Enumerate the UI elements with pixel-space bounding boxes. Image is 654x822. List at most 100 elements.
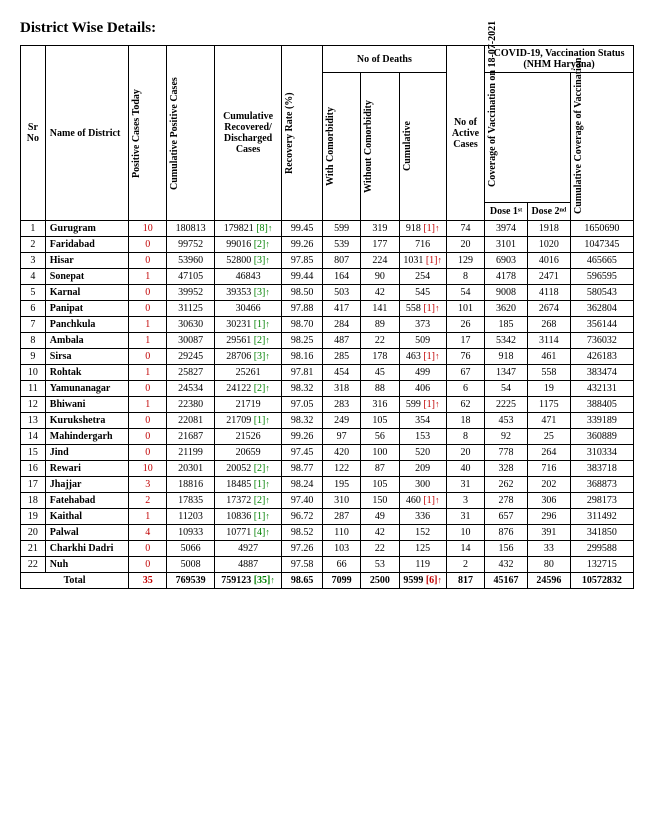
cell-wc: 110 bbox=[322, 525, 360, 541]
cell-rr: 99.44 bbox=[282, 269, 323, 285]
cell-d2: 558 bbox=[527, 365, 570, 381]
cell-ccv: 299588 bbox=[570, 541, 633, 557]
cell-cum: 254 bbox=[399, 269, 446, 285]
cell-act: 101 bbox=[446, 301, 484, 317]
cell-d2: 33 bbox=[527, 541, 570, 557]
cell-act: 2 bbox=[446, 557, 484, 573]
table-row: 4Sonepat1471054684399.441649025484178247… bbox=[21, 269, 634, 285]
cell-cpc: 30087 bbox=[167, 333, 214, 349]
cell-total-d1: 45167 bbox=[485, 573, 528, 589]
cell-pct: 0 bbox=[129, 557, 167, 573]
cell-act: 6 bbox=[446, 381, 484, 397]
cell-district: Jind bbox=[45, 445, 128, 461]
cell-cpc: 30630 bbox=[167, 317, 214, 333]
cell-district: Sonepat bbox=[45, 269, 128, 285]
cell-woc: 90 bbox=[361, 269, 399, 285]
cell-woc: 89 bbox=[361, 317, 399, 333]
total-row: Total35769539759123 [35]↑98.657099250095… bbox=[21, 573, 634, 589]
cell-rr: 98.32 bbox=[282, 413, 323, 429]
cell-pct: 1 bbox=[129, 365, 167, 381]
cell-d2: 2471 bbox=[527, 269, 570, 285]
district-table: Sr No Name of District Positive Cases To… bbox=[20, 45, 634, 589]
cell-woc: 105 bbox=[361, 477, 399, 493]
cell-wc: 539 bbox=[322, 237, 360, 253]
cell-district: Panipat bbox=[45, 301, 128, 317]
cell-cum: 460 [1]↑ bbox=[399, 493, 446, 509]
cell-d2: 1020 bbox=[527, 237, 570, 253]
cell-pct: 0 bbox=[129, 301, 167, 317]
cell-pct: 0 bbox=[129, 237, 167, 253]
cell-cpc: 180813 bbox=[167, 221, 214, 237]
cell-wc: 454 bbox=[322, 365, 360, 381]
cell-woc: 178 bbox=[361, 349, 399, 365]
cell-sr: 13 bbox=[21, 413, 46, 429]
cell-pct: 1 bbox=[129, 269, 167, 285]
cell-wc: 285 bbox=[322, 349, 360, 365]
cell-pct: 0 bbox=[129, 413, 167, 429]
cell-crd: 20052 [2]↑ bbox=[214, 461, 282, 477]
hdr-d2: Dose 2ⁿᵈ bbox=[527, 202, 570, 220]
cell-pct: 0 bbox=[129, 429, 167, 445]
cell-ccv: 356144 bbox=[570, 317, 633, 333]
cell-crd: 30231 [1]↑ bbox=[214, 317, 282, 333]
cell-d2: 25 bbox=[527, 429, 570, 445]
cell-d1: 9008 bbox=[485, 285, 528, 301]
cell-d1: 278 bbox=[485, 493, 528, 509]
cell-woc: 88 bbox=[361, 381, 399, 397]
cell-total-pct: 35 bbox=[129, 573, 167, 589]
cell-rr: 97.88 bbox=[282, 301, 323, 317]
cell-rr: 97.05 bbox=[282, 397, 323, 413]
cell-pct: 1 bbox=[129, 333, 167, 349]
cell-d1: 453 bbox=[485, 413, 528, 429]
cell-d1: 778 bbox=[485, 445, 528, 461]
cell-total-woc: 2500 bbox=[361, 573, 399, 589]
cell-rr: 98.16 bbox=[282, 349, 323, 365]
cell-d1: 432 bbox=[485, 557, 528, 573]
cell-act: 40 bbox=[446, 461, 484, 477]
cell-ccv: 339189 bbox=[570, 413, 633, 429]
cell-cum: 300 bbox=[399, 477, 446, 493]
cell-woc: 53 bbox=[361, 557, 399, 573]
cell-pct: 2 bbox=[129, 493, 167, 509]
cell-act: 76 bbox=[446, 349, 484, 365]
cell-sr: 18 bbox=[21, 493, 46, 509]
cell-wc: 66 bbox=[322, 557, 360, 573]
cell-total-label: Total bbox=[21, 573, 129, 589]
cell-d1: 6903 bbox=[485, 253, 528, 269]
cell-d2: 716 bbox=[527, 461, 570, 477]
cell-d2: 4016 bbox=[527, 253, 570, 269]
cell-pct: 0 bbox=[129, 445, 167, 461]
cell-cpc: 22081 bbox=[167, 413, 214, 429]
cell-cpc: 11203 bbox=[167, 509, 214, 525]
cell-d1: 4178 bbox=[485, 269, 528, 285]
cell-crd: 30466 bbox=[214, 301, 282, 317]
cell-d1: 657 bbox=[485, 509, 528, 525]
hdr-ccv: Cumulative Coverage of Vaccination bbox=[570, 73, 633, 221]
cell-wc: 487 bbox=[322, 333, 360, 349]
table-row: 8Ambala13008729561 [2]↑98.25487225091753… bbox=[21, 333, 634, 349]
cell-d1: 1347 bbox=[485, 365, 528, 381]
hdr-active: No of Active Cases bbox=[446, 46, 484, 221]
cell-cpc: 21199 bbox=[167, 445, 214, 461]
cell-act: 20 bbox=[446, 445, 484, 461]
cell-sr: 12 bbox=[21, 397, 46, 413]
cell-cum: 716 bbox=[399, 237, 446, 253]
cell-d1: 185 bbox=[485, 317, 528, 333]
cell-ccv: 383474 bbox=[570, 365, 633, 381]
cell-d1: 328 bbox=[485, 461, 528, 477]
cell-cpc: 25827 bbox=[167, 365, 214, 381]
cell-rr: 98.32 bbox=[282, 381, 323, 397]
cell-ccv: 298173 bbox=[570, 493, 633, 509]
cell-woc: 177 bbox=[361, 237, 399, 253]
cell-total-rr: 98.65 bbox=[282, 573, 323, 589]
cell-woc: 316 bbox=[361, 397, 399, 413]
cell-cum: 545 bbox=[399, 285, 446, 301]
cell-cum: 153 bbox=[399, 429, 446, 445]
cell-cum: 119 bbox=[399, 557, 446, 573]
cell-sr: 2 bbox=[21, 237, 46, 253]
cell-district: Kaithal bbox=[45, 509, 128, 525]
table-row: 6Panipat0311253046697.88417141558 [1]↑10… bbox=[21, 301, 634, 317]
cell-act: 18 bbox=[446, 413, 484, 429]
cell-wc: 318 bbox=[322, 381, 360, 397]
cell-sr: 17 bbox=[21, 477, 46, 493]
